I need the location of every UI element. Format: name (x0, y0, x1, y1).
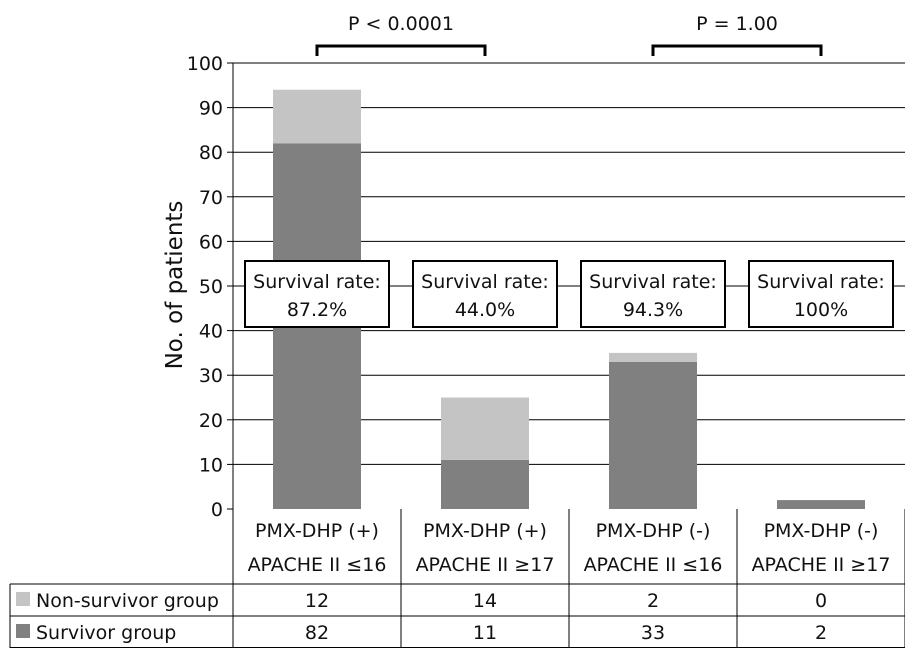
y-tick-label-100: 100 (187, 53, 223, 75)
survival-box-4 (748, 260, 894, 328)
table-value-non-survivor-2: 14 (473, 590, 497, 612)
x-tick-label-line1-3: PMX-DHP (-) (596, 520, 711, 542)
y-tick-label-10: 10 (199, 454, 223, 476)
x-tick-label-line2-2: APACHE II ≥17 (416, 554, 555, 576)
x-tick-label-line1-1: PMX-DHP (+) (255, 520, 379, 542)
bracket-1 (315, 44, 487, 56)
bar-survivor-3 (609, 361, 697, 509)
data-table: PMX-DHP (+) APACHE II ≤16 PMX-DHP (+) APACH… (9, 509, 905, 648)
y-axis: 0 10 20 30 40 50 60 70 80 90 100 (187, 53, 234, 521)
survival-box-value-1: 87.2% (287, 299, 347, 321)
y-axis-label: No. of patients (162, 201, 188, 370)
x-tick-label-line1-2: PMX-DHP (+) (423, 520, 547, 542)
x-tick-label-line2-1: APACHE II ≤16 (248, 554, 387, 576)
x-tick-label-line2-3: APACHE II ≤16 (584, 554, 723, 576)
p-value-brackets: P < 0.0001 P = 1.00 (315, 13, 823, 56)
survival-box-label-2: Survival rate: (421, 271, 549, 293)
survival-box-label-1: Survival rate: (253, 271, 381, 293)
survival-box-label-3: Survival rate: (589, 271, 717, 293)
bar-non-survivor-1 (273, 89, 361, 144)
survival-box-value-4: 100% (794, 299, 848, 321)
survival-box-1 (244, 260, 390, 328)
survival-box-value-2: 44.0% (455, 299, 515, 321)
table-value-survivor-4: 2 (815, 622, 827, 644)
p-value-label-1: P < 0.0001 (348, 13, 454, 35)
y-tick-label-40: 40 (199, 321, 223, 343)
p-value-label-2: P = 1.00 (696, 13, 778, 35)
bracket-2 (651, 44, 823, 56)
survival-box-2 (412, 260, 558, 328)
survival-rate-boxes: Survival rate: 87.2% Survival rate: 44.0% Su… (244, 260, 894, 328)
y-tick-label-50: 50 (199, 276, 223, 298)
survival-box-value-3: 94.3% (623, 299, 683, 321)
legend-swatch-survivor (16, 624, 30, 638)
y-tick-label-20: 20 (199, 410, 223, 432)
table-value-non-survivor-4: 0 (815, 590, 827, 612)
survival-box-3 (580, 260, 726, 328)
survival-box-label-4: Survival rate: (757, 271, 885, 293)
table-value-non-survivor-1: 12 (305, 590, 329, 612)
table-value-survivor-3: 33 (641, 622, 665, 644)
legend-label-survivor: Survivor group (36, 622, 176, 644)
x-tick-label-line1-4: PMX-DHP (-) (764, 520, 879, 542)
table-value-survivor-2: 11 (473, 622, 497, 644)
y-tick-label-80: 80 (199, 142, 223, 164)
y-tick-label-0: 0 (211, 499, 223, 521)
y-tick-label-30: 30 (199, 365, 223, 387)
legend-swatch-non-survivor (16, 592, 30, 606)
table-value-non-survivor-3: 2 (647, 590, 659, 612)
legend-label-non-survivor: Non-survivor group (36, 590, 219, 612)
y-tick-label-60: 60 (199, 231, 223, 253)
y-tick-label-90: 90 (199, 98, 223, 120)
bar-survivor-2 (441, 459, 529, 509)
bar-non-survivor-2 (441, 397, 529, 460)
x-tick-label-line2-4: APACHE II ≥17 (752, 554, 891, 576)
y-tick-label-70: 70 (199, 187, 223, 209)
bar-survivor-4 (777, 500, 865, 509)
bar-non-survivor-3 (609, 352, 697, 362)
table-value-survivor-1: 82 (305, 622, 329, 644)
